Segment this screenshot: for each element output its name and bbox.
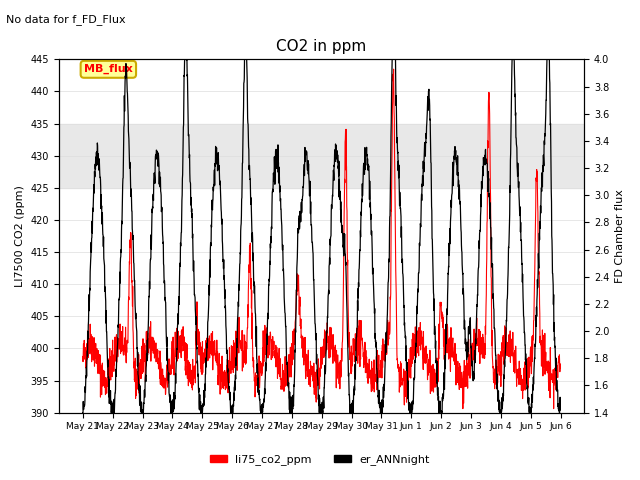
Y-axis label: LI7500 CO2 (ppm): LI7500 CO2 (ppm) — [15, 185, 25, 287]
Y-axis label: FD Chamber flux: FD Chamber flux — [615, 189, 625, 283]
Text: MB_flux: MB_flux — [84, 64, 132, 74]
Bar — [59, 123, 584, 188]
Title: CO2 in ppm: CO2 in ppm — [276, 39, 367, 54]
Text: No data for f_FD_Flux: No data for f_FD_Flux — [6, 14, 126, 25]
Legend: li75_co2_ppm, er_ANNnight: li75_co2_ppm, er_ANNnight — [205, 450, 435, 469]
